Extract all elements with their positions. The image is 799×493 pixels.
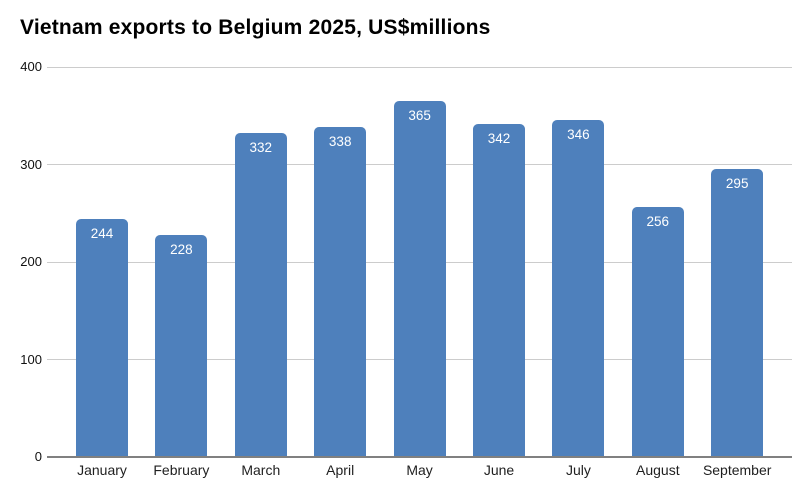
bar-value-label: 342 — [487, 130, 511, 146]
bar-april: 338 — [314, 127, 367, 456]
y-axis-tick-label: 0 — [34, 449, 42, 464]
x-axis-label-april: April — [326, 462, 355, 478]
bar-value-label: 228 — [170, 241, 193, 257]
bar-value-label: 346 — [567, 126, 590, 142]
bar-march: 332 — [234, 133, 287, 456]
bar-january: 244 — [76, 219, 128, 456]
x-axis-label-january: January — [77, 462, 127, 478]
x-axis-label-february: February — [153, 462, 210, 478]
x-axis-label-june: June — [483, 462, 515, 478]
bar-value-label: 338 — [328, 134, 352, 150]
x-axis-label-may: May — [406, 462, 433, 478]
bar-value-label: 295 — [725, 176, 749, 192]
bar-value-label: 365 — [408, 108, 431, 124]
y-axis-tick-label: 400 — [20, 59, 42, 74]
bar-june: 342 — [473, 123, 525, 456]
bar-september: 295 — [711, 169, 764, 456]
x-axis-label-march: March — [241, 462, 281, 478]
bar-may: 365 — [393, 101, 446, 456]
x-axis-label-august: August — [636, 462, 680, 478]
gridline-400 — [47, 66, 792, 68]
x-axis-line — [47, 456, 792, 458]
y-axis-tick-label: 200 — [20, 254, 42, 269]
bar-value-label: 332 — [249, 140, 273, 156]
bar-february: 228 — [155, 234, 208, 456]
y-axis-tick-label: 300 — [20, 156, 42, 172]
y-axis-tick-label: 100 — [20, 351, 42, 367]
x-axis-label-july: July — [565, 462, 591, 478]
bar-value-label: 256 — [646, 214, 670, 230]
bar-value-label: 244 — [90, 226, 114, 242]
bar-july: 346 — [552, 119, 605, 456]
bar-august: 256 — [631, 207, 684, 456]
x-axis-label-september: September — [702, 462, 772, 478]
chart-title: Vietnam exports to Belgium 2025, US$mill… — [20, 16, 491, 39]
